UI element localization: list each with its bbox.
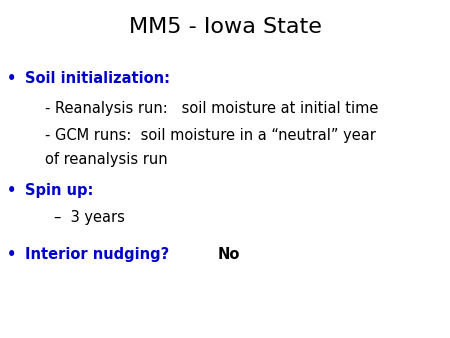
Text: Soil initialization:: Soil initialization: [25,71,170,86]
Text: •: • [7,247,16,262]
Text: Spin up:: Spin up: [25,183,93,197]
Text: - GCM runs:  soil moisture in a “neutral” year: - GCM runs: soil moisture in a “neutral”… [45,128,376,143]
Text: MM5 - Iowa State: MM5 - Iowa State [129,17,321,37]
Text: –  3 years: – 3 years [54,210,125,224]
Text: - Reanalysis run:   soil moisture at initial time: - Reanalysis run: soil moisture at initi… [45,101,378,116]
Text: •: • [7,183,16,197]
Text: •: • [7,71,16,86]
Text: Interior nudging?: Interior nudging? [25,247,169,262]
Text: No: No [218,247,240,262]
Text: of reanalysis run: of reanalysis run [45,152,167,167]
